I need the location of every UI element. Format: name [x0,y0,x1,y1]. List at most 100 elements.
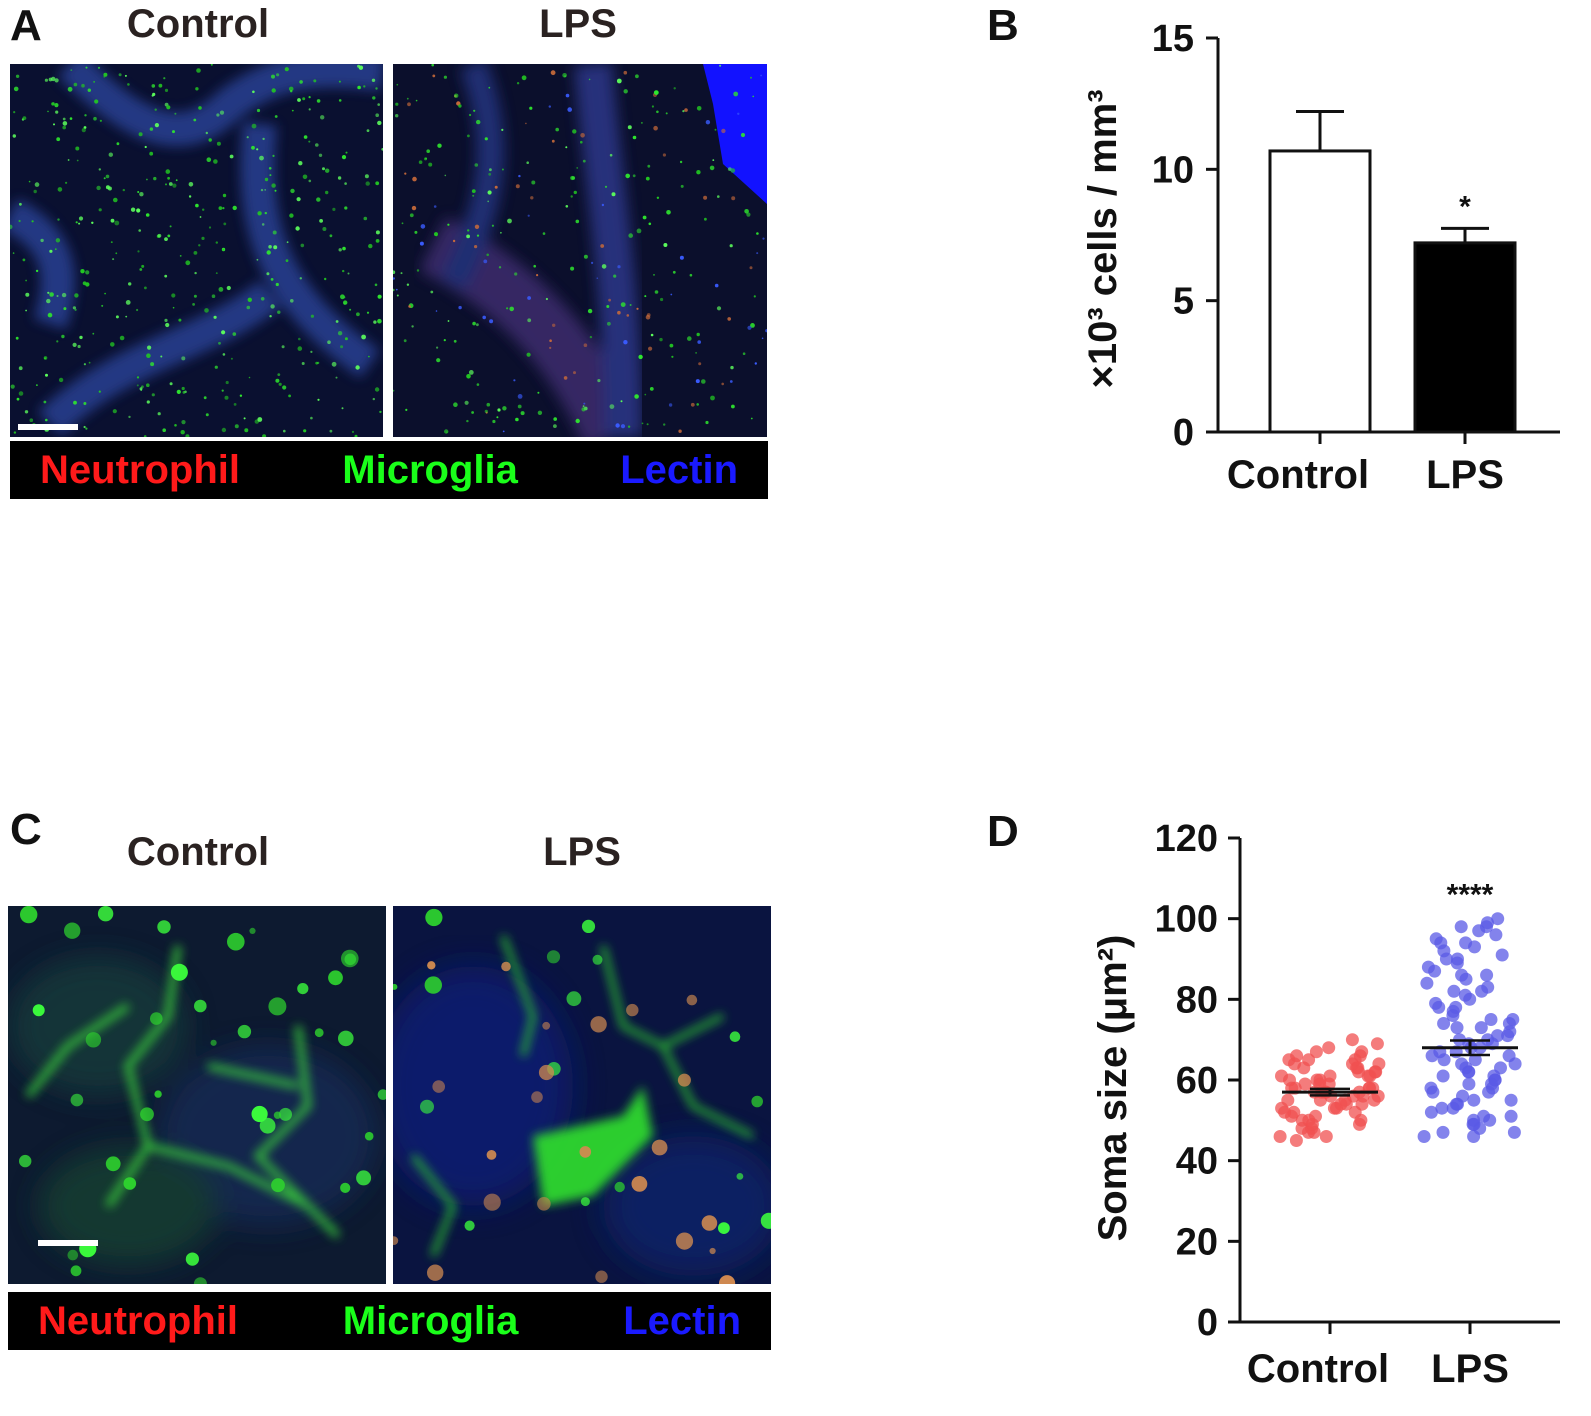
data-point [1424,1105,1438,1119]
cell-dot [473,109,476,112]
cell-dot [110,218,115,223]
cell-dot [146,353,151,359]
cell-dot [168,182,173,186]
cell-dot [597,379,601,383]
cell-dot [270,304,275,309]
cell-dot [13,86,19,92]
cell-dot [105,174,110,179]
cell-dot [98,168,102,171]
cell-dot [546,950,561,964]
cell-dot [260,297,265,301]
data-point [1350,1061,1364,1075]
cell-dot [179,255,182,257]
cell-dot [274,189,277,192]
cell-dot [224,395,229,400]
cell-dot [552,323,556,327]
cell-dot [20,906,38,924]
cell-dot [221,330,226,335]
cell-dot [181,420,186,425]
cell-dot [317,398,320,401]
cell-dot [368,355,370,358]
cell-dot [260,188,264,192]
cell-dot [491,224,494,227]
cell-dot [416,269,420,272]
cell-dot [143,435,147,437]
cell-dot [47,312,53,318]
cell-dot [84,114,87,117]
cell-dot [162,428,166,433]
cell-dot [573,190,577,195]
cell-dot [103,72,108,77]
cell-dot [138,132,143,137]
cell-dot [515,417,519,422]
cell-dot [629,304,632,306]
cell-dot [651,1139,668,1156]
cell-dot [166,105,171,110]
cell-dot [218,287,224,292]
data-point [1449,1000,1463,1014]
cell-dot [760,1212,771,1229]
data-point [1432,1000,1446,1014]
cell-dot [218,206,223,211]
cell-dot [146,383,150,388]
panel-a-condition-control: Control [126,2,270,46]
cell-dot [104,292,106,295]
panel-c-control-micrograph [8,906,386,1284]
cell-dot [377,1089,386,1100]
cell-dot [521,75,527,81]
cell-dot [492,419,496,424]
cell-dot [395,102,399,106]
cell-dot [525,122,527,125]
cell-dot [46,298,51,304]
cell-dot [286,241,289,244]
cell-dot [375,230,380,235]
cell-dot [740,132,746,138]
data-point [1309,1109,1322,1123]
cell-dot [72,306,76,310]
cell-dot [696,332,700,337]
cell-dot [452,239,456,243]
significance-label: **** [1447,879,1494,912]
cell-dot [659,337,663,342]
cell-dot [489,168,492,172]
cell-dot [377,103,381,106]
cell-dot [482,315,486,320]
cell-dot [587,308,593,314]
cell-dot [357,85,361,90]
cell-dot [483,259,488,264]
data-point [1450,1097,1463,1111]
cell-dot [13,111,16,114]
cell-dot [653,90,659,95]
cell-dot [157,233,162,238]
cell-dot [575,418,580,424]
cell-dot [70,1093,84,1107]
cell-dot [213,315,217,319]
cell-dot [583,343,588,348]
cell-dot [247,297,252,302]
cell-dot [409,213,414,218]
cell-dot [730,365,734,370]
cell-dot [695,379,700,384]
data-point [1491,1029,1504,1043]
cell-dot [152,92,156,96]
cell-dot [122,188,126,192]
cell-dot [434,232,438,237]
cell-dot [366,129,370,132]
cell-dot [375,87,378,90]
cell-dot [15,74,20,78]
cell-dot [627,125,632,130]
cell-dot [682,110,685,113]
cell-dot [363,85,366,88]
cell-dot [70,69,73,71]
cell-dot [136,208,141,213]
cell-dot [56,340,59,343]
cell-dot [428,162,433,167]
cell-dot [636,307,639,310]
cell-dot [701,1215,718,1231]
cell-dot [506,307,509,310]
cell-dot [48,77,53,82]
cell-dot [264,177,269,182]
cell-dot [364,174,369,179]
cell-dot [718,1222,730,1234]
cell-dot [195,87,199,91]
